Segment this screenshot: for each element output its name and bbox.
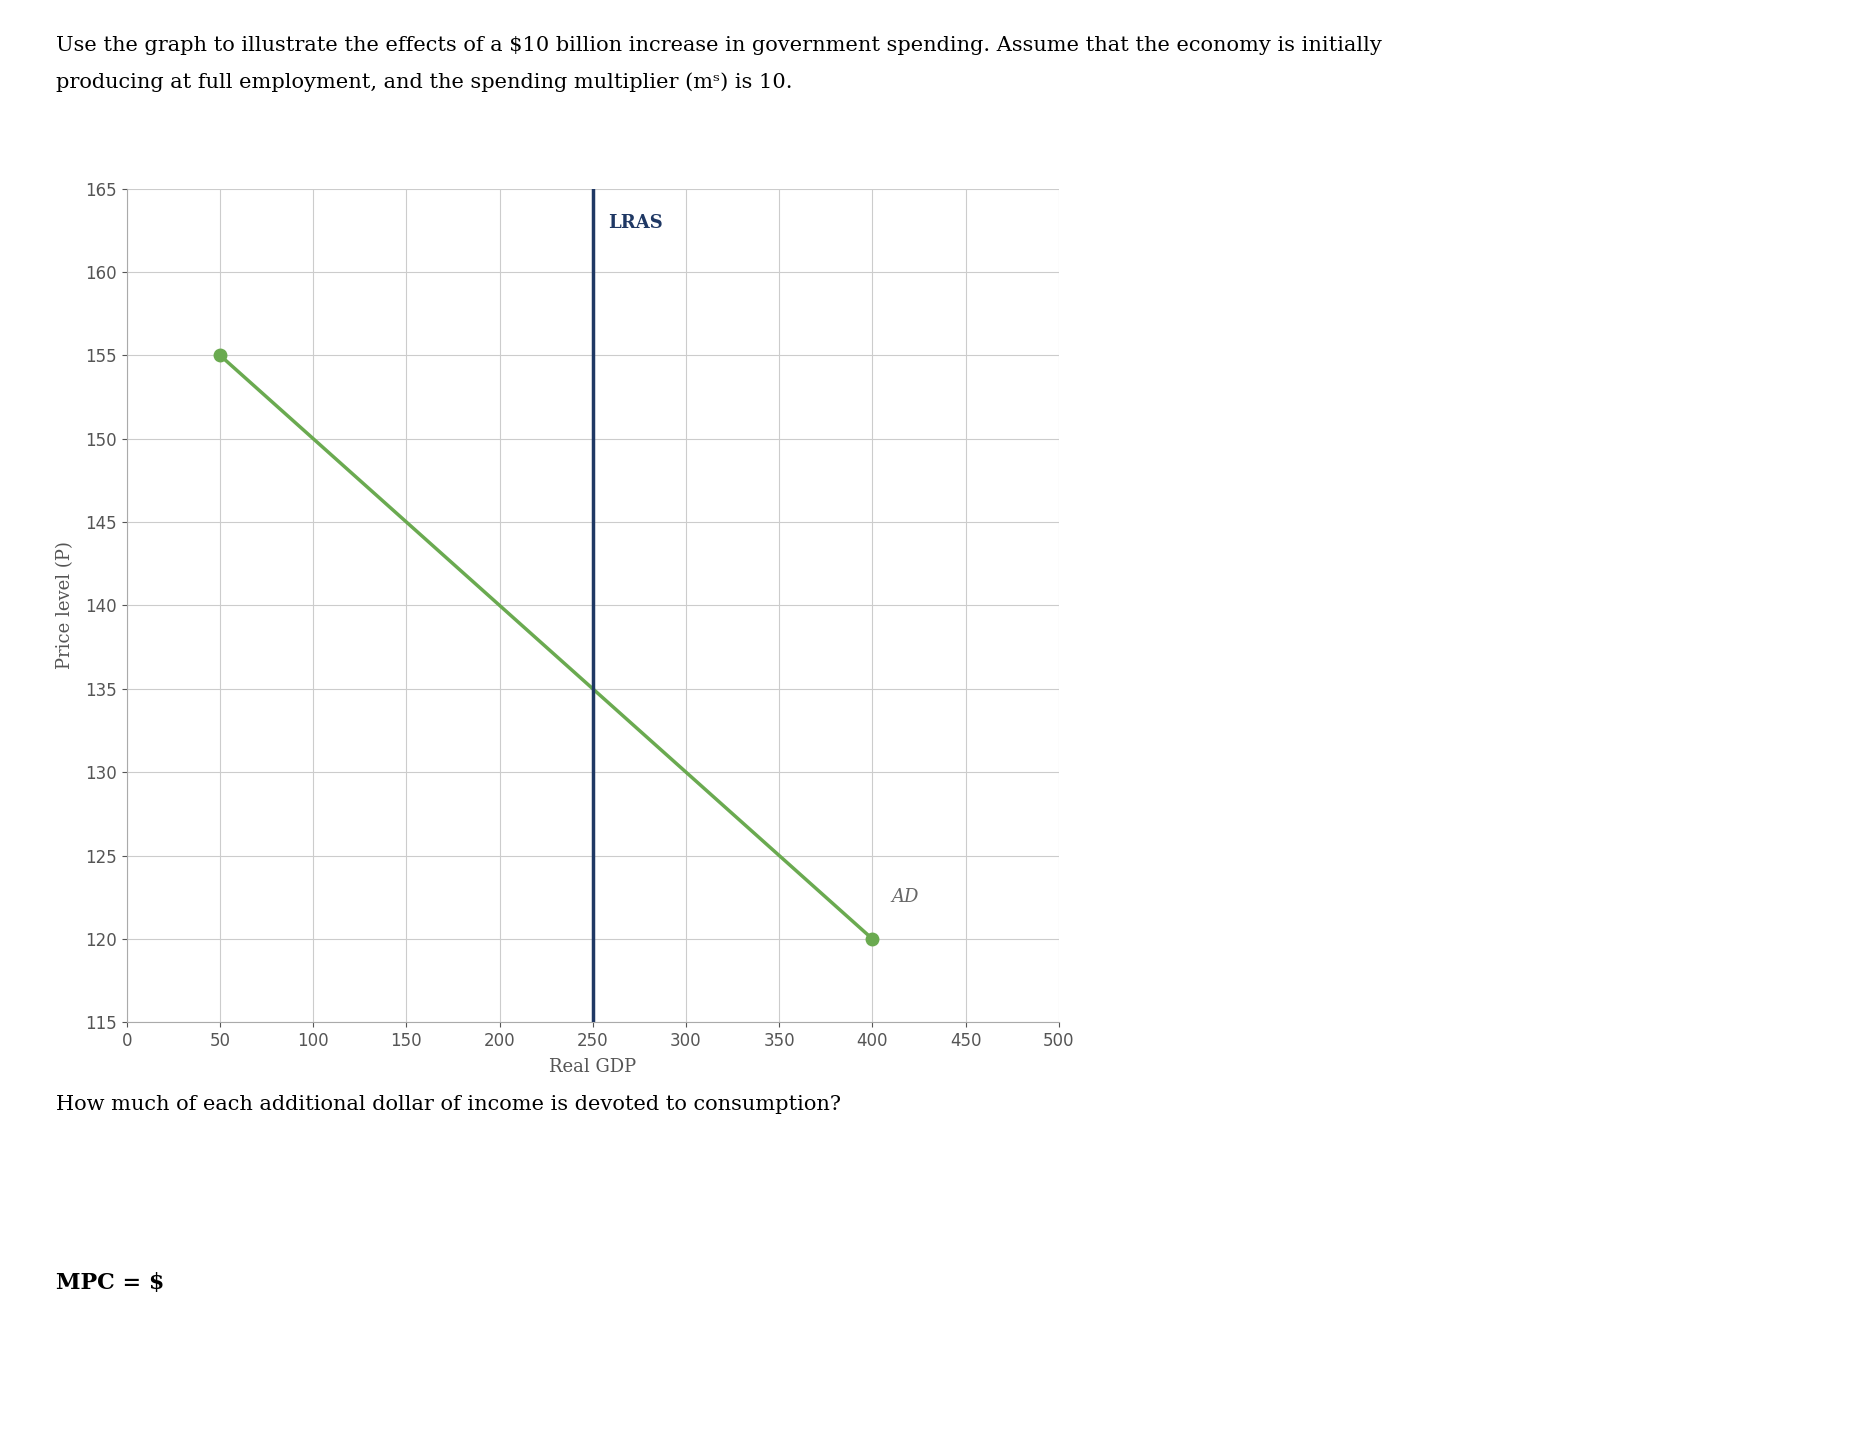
Text: Use the graph to illustrate the effects of a $10 billion increase in government : Use the graph to illustrate the effects … [56,36,1381,55]
Text: LRAS: LRAS [608,213,662,232]
Text: producing at full employment, and the spending multiplier (mˢ) is 10.: producing at full employment, and the sp… [56,72,792,93]
Text: How much of each additional dollar of income is devoted to consumption?: How much of each additional dollar of in… [56,1095,841,1114]
X-axis label: Real GDP: Real GDP [550,1058,636,1076]
Text: AD: AD [891,889,919,906]
Y-axis label: Price level (P): Price level (P) [56,541,75,670]
Text: MPC = $: MPC = $ [56,1272,164,1295]
FancyBboxPatch shape [144,1222,1851,1359]
